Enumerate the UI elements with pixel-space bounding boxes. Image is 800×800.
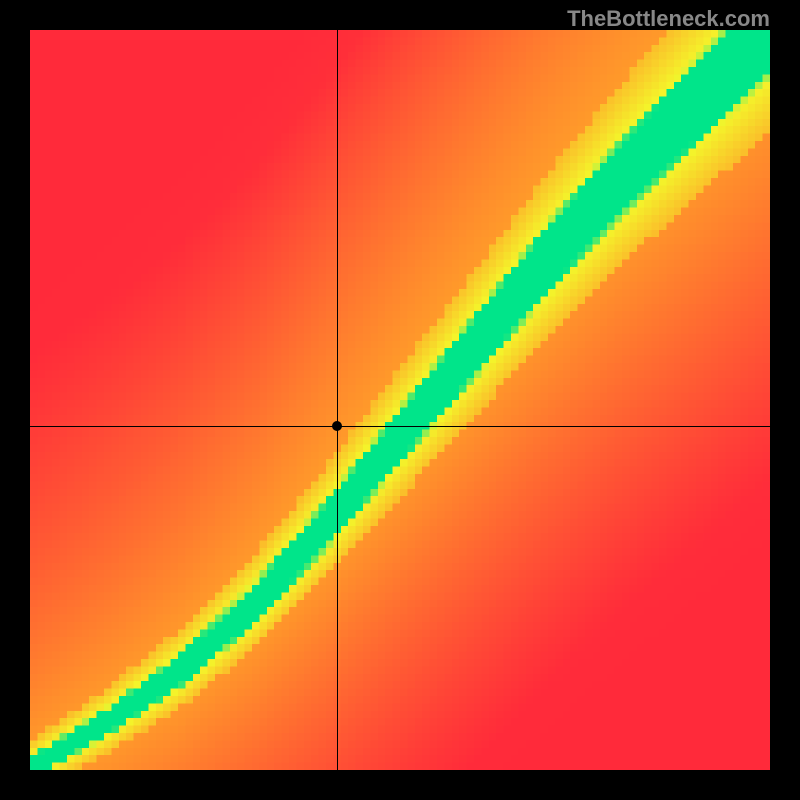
crosshair-marker: [332, 421, 342, 431]
heatmap-plot: [30, 30, 770, 770]
heatmap-canvas: [30, 30, 770, 770]
crosshair-vertical: [337, 30, 338, 770]
chart-container: TheBottleneck.com: [0, 0, 800, 800]
watermark-text: TheBottleneck.com: [567, 6, 770, 32]
crosshair-horizontal: [30, 426, 770, 427]
